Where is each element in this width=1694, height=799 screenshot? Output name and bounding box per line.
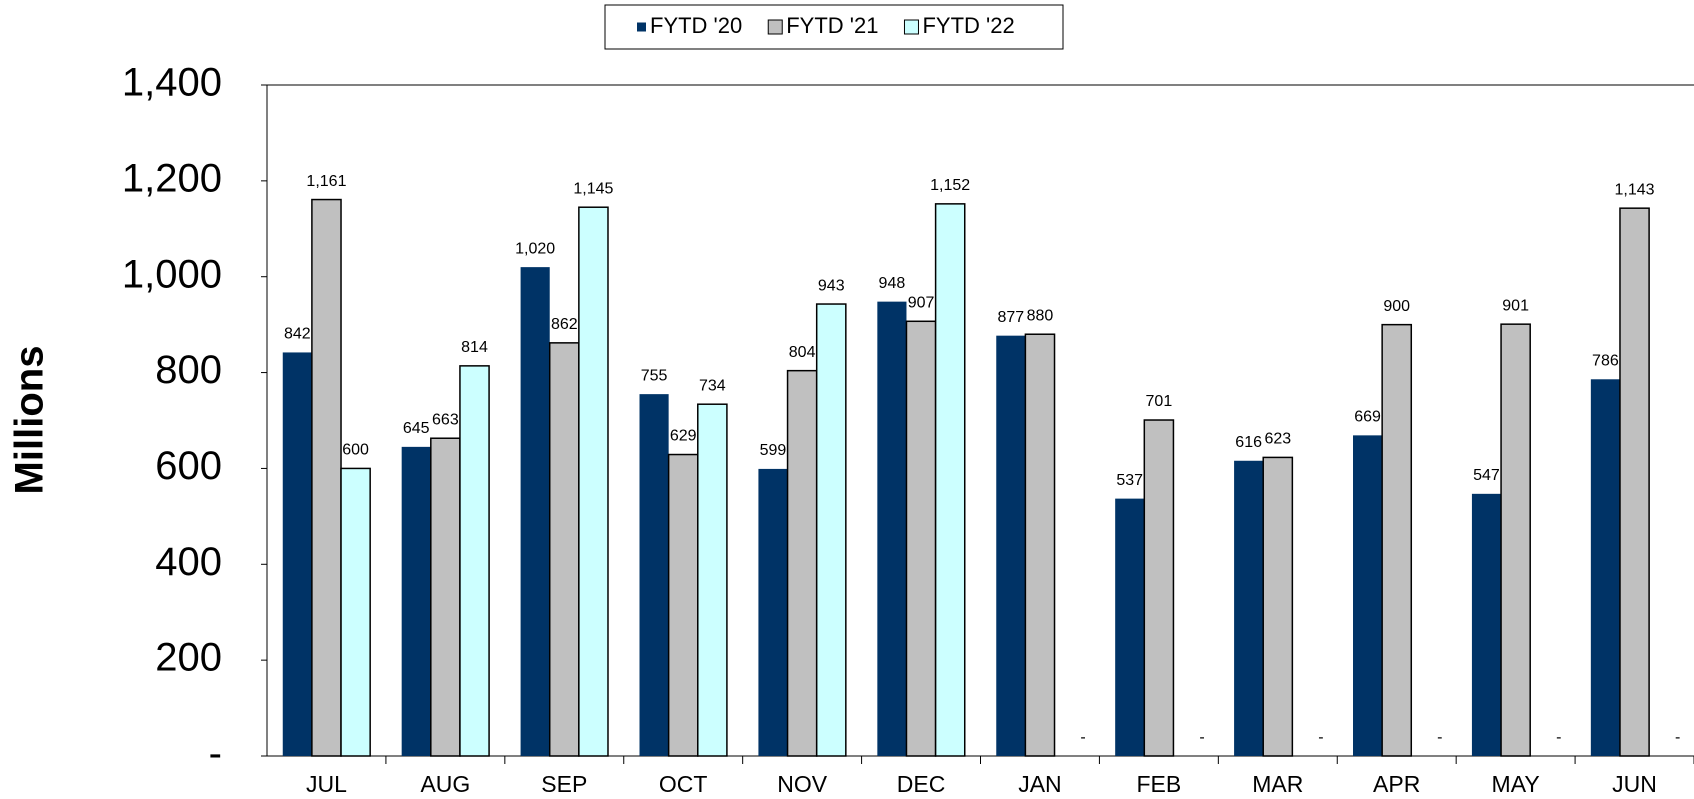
value-label: 1,161 [306,173,346,190]
bar [1115,498,1145,756]
value-label: - [1556,729,1561,746]
value-label: 901 [1502,297,1529,314]
bar [578,206,609,757]
legend-swatch [903,19,919,35]
y-tick-label: 1,200 [122,156,222,200]
value-label: 734 [699,377,726,394]
x-tick-label: JUL [306,771,347,797]
y-axis-label: Millions [8,346,52,495]
bar [311,198,342,757]
value-label: 804 [789,344,816,361]
bar [815,303,847,757]
bar [697,403,728,757]
value-label: 943 [818,277,845,294]
bar [758,468,788,756]
value-label: 1,145 [573,180,613,197]
legend-swatch [637,22,646,32]
bar [1353,435,1383,756]
x-tick-label: JUN [1612,771,1657,797]
value-label: 669 [1354,409,1381,426]
bar [1143,419,1175,757]
bar [905,320,937,757]
x-tick-label: FEB [1137,771,1182,797]
value-label: 547 [1473,467,1500,484]
value-label: 814 [461,339,488,356]
legend-swatch [767,19,783,35]
value-label: 663 [432,411,459,428]
value-label: 907 [908,295,935,312]
bar [934,203,966,757]
value-label: 600 [342,442,369,459]
value-label: 629 [670,428,697,445]
value-label: - [1080,729,1085,746]
legend-label: FYTD '21 [786,13,878,38]
value-label: 786 [1592,353,1619,370]
value-label: 880 [1027,307,1054,324]
y-tick-label: 200 [155,636,222,680]
value-label: 645 [403,420,430,437]
value-label: 1,020 [515,240,555,257]
bar [1590,379,1620,756]
value-label: - [1199,729,1204,746]
bar [430,437,461,757]
bar [1500,323,1531,757]
value-label: 1,143 [1615,181,1655,198]
bar [786,369,818,757]
x-tick-label: NOV [777,771,828,797]
x-tick-label: APR [1373,771,1420,797]
value-label: 623 [1264,431,1291,448]
bar [340,467,371,757]
y-tick-label: 800 [155,348,222,392]
value-label: 755 [641,367,668,384]
legend-label: FYTD '22 [922,13,1014,38]
bar [667,453,699,757]
bar [639,394,669,756]
y-tick-label: 600 [155,444,222,488]
value-label: - [1675,729,1680,746]
value-label: 1,152 [930,177,970,194]
value-label: 862 [551,316,578,333]
y-tick-label: 1,400 [122,61,222,105]
value-label: 599 [760,442,787,459]
bar [1619,207,1650,757]
legend-box [604,4,1064,50]
x-tick-label: DEC [897,771,946,797]
legend-label: FYTD '20 [650,13,742,38]
y-tick-label: - [209,732,222,776]
bar [877,301,907,756]
bar [1471,493,1502,756]
y-tick-label: 1,000 [122,252,222,296]
x-tick-label: OCT [659,771,708,797]
bar [996,335,1026,756]
bar [1262,456,1294,757]
value-label: 701 [1146,393,1173,410]
x-tick-label: AUG [420,771,470,797]
value-label: - [1437,729,1442,746]
y-tick-label: 400 [155,540,222,584]
value-label: - [1318,729,1323,746]
bar [1024,333,1056,757]
value-label: 537 [1116,472,1143,489]
x-tick-label: JAN [1018,771,1061,797]
x-tick-label: SEP [541,771,587,797]
bar [1381,323,1413,757]
bar [459,365,490,757]
value-label: 948 [879,275,906,292]
bar [1234,460,1264,756]
bar [401,446,431,756]
value-label: 842 [284,326,311,343]
x-tick-label: MAY [1492,771,1540,797]
bar [548,342,580,757]
value-label: 900 [1383,298,1410,315]
value-label: 877 [997,309,1024,326]
value-label: 616 [1235,434,1262,451]
bar [520,267,550,756]
bar [282,352,312,756]
x-tick-label: MAR [1252,771,1303,797]
